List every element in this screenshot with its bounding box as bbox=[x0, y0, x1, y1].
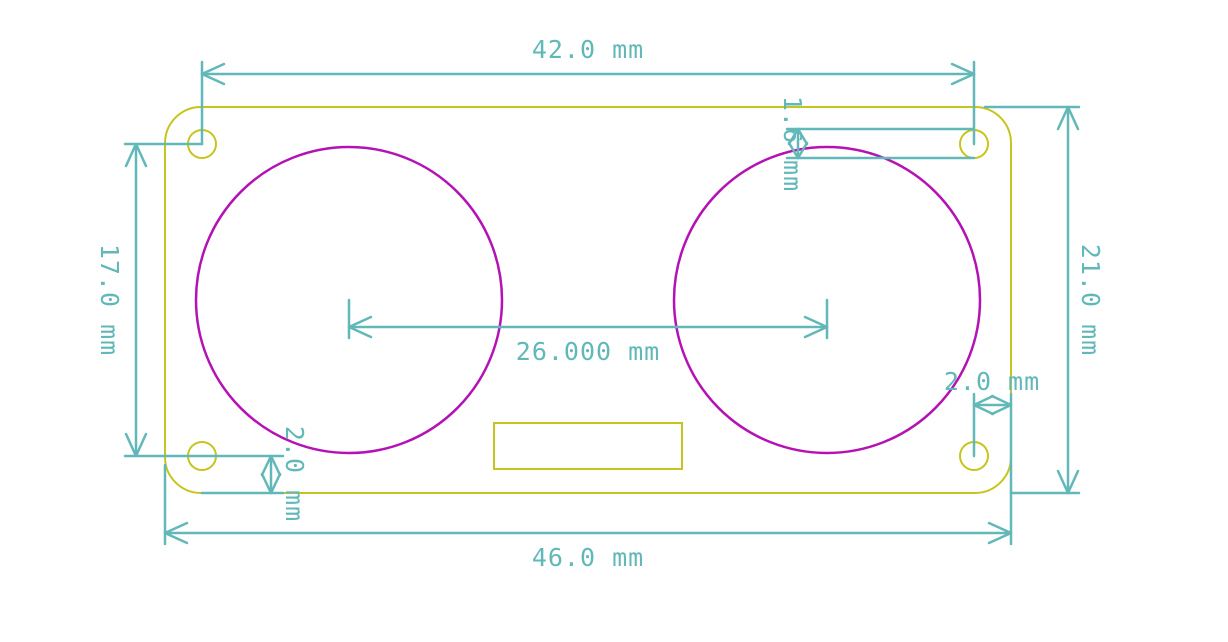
connector-pad bbox=[493, 422, 683, 470]
dim-board-height-label: 21.0 mm bbox=[1076, 244, 1105, 356]
dim-board-height: 21.0 mm bbox=[983, 105, 1105, 495]
dim-hole-spacing-y-label: 17.0 mm bbox=[95, 244, 124, 356]
board-outline bbox=[164, 106, 1012, 494]
dim-hole-spacing-x-label: 42.0 mm bbox=[532, 35, 644, 64]
dim-bottom-hole-offset: 2.0 mm bbox=[200, 426, 309, 522]
dim-board-width: 46.0 mm bbox=[163, 463, 1013, 572]
dim-right-hole-offset: 2.0 mm bbox=[944, 367, 1040, 467]
dim-right-hole-offset-label: 2.0 mm bbox=[944, 367, 1040, 396]
dim-hole-spacing-y: 17.0 mm bbox=[95, 142, 204, 458]
sensor-left bbox=[194, 145, 504, 455]
dim-sensor-spacing-label: 26.000 mm bbox=[516, 337, 660, 366]
dim-board-width-label: 46.0 mm bbox=[532, 543, 644, 572]
sensor-right bbox=[672, 145, 982, 455]
dim-sensor-spacing: 26.000 mm bbox=[347, 298, 829, 366]
dim-bottom-hole-offset-label: 2.0 mm bbox=[280, 426, 309, 522]
dim-top-hole-offset: 1.6 mm bbox=[778, 96, 976, 192]
dim-hole-spacing-x: 42.0 mm bbox=[200, 35, 976, 146]
dim-top-hole-offset-label: 1.6 mm bbox=[778, 96, 807, 192]
